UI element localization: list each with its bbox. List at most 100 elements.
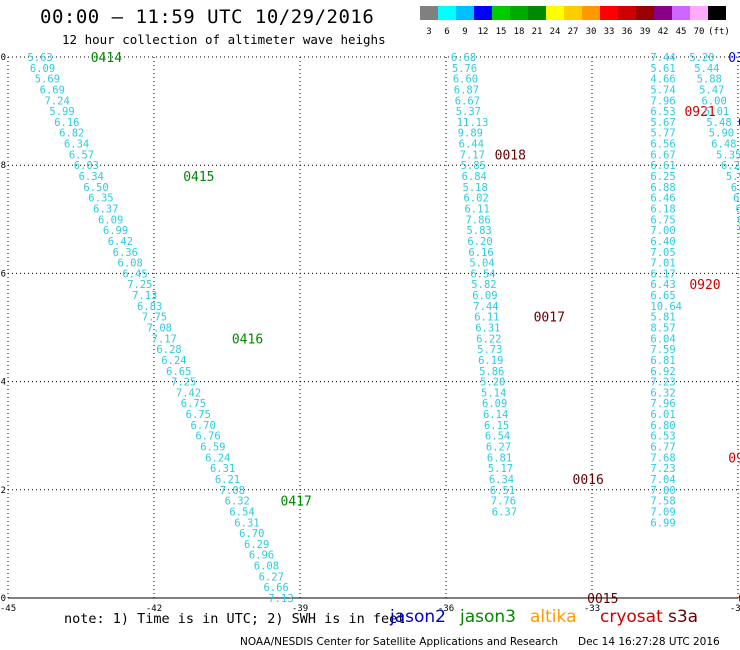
swh-value-label: 6.31 — [210, 463, 235, 475]
legend-jason2: jason2 — [390, 607, 446, 627]
colorbar-label: 42 — [658, 27, 669, 37]
swh-value-label: 6.56 — [650, 139, 675, 151]
colorbar-swatch — [438, 6, 456, 20]
swh-value-label: 6.69 — [40, 84, 65, 96]
swh-value-label: 7.96 — [650, 95, 675, 107]
y-tick-label: 10 — [0, 53, 6, 63]
colorbar-swatch — [654, 6, 672, 20]
pass-time-label: 0016 — [573, 473, 604, 488]
swh-value-label: 6.08 — [118, 258, 143, 270]
y-tick-label: 4 — [1, 378, 6, 388]
x-tick-label: -45 — [0, 604, 16, 614]
swh-value-label: 6.54 — [485, 431, 510, 443]
swh-value-label: 6.44 — [459, 139, 484, 151]
colorbar-label: (ft) — [708, 27, 730, 37]
colorbar-label: 30 — [586, 27, 597, 37]
swh-value-label: 6.70 — [191, 420, 216, 432]
swh-value-label: 7.25 — [171, 377, 196, 389]
swh-value-label: 6.46 — [650, 193, 675, 205]
swh-value-label: 7.00 — [650, 225, 675, 237]
swh-value-label: 6.24 — [161, 355, 186, 367]
swh-value-label: 5.85 — [461, 160, 486, 172]
swh-value-label: 7.44 — [473, 301, 498, 313]
swh-value-label: 6.31 — [234, 517, 259, 529]
swh-value-label: 7.44 — [650, 52, 675, 64]
colorbar-swatch — [420, 6, 438, 20]
colorbar-swatch — [582, 6, 600, 20]
swh-value-label: 6.08 — [731, 182, 740, 194]
swh-value-label: 6.04 — [650, 333, 675, 345]
swh-value-label: 7.08 — [147, 323, 172, 335]
colorbar-swatch — [492, 6, 510, 20]
colorbar-swatch — [690, 6, 708, 20]
swh-value-label: 5.48 — [706, 117, 731, 129]
swh-value-label: 5 — [738, 225, 740, 237]
swh-value-label: 7.08 — [220, 485, 245, 497]
swh-value-label: 6.00 — [702, 95, 727, 107]
swh-value-label: 6.11 — [474, 312, 499, 324]
swh-value-label: 6.34 — [489, 474, 514, 486]
colorbar-label: 70 — [694, 27, 705, 37]
swh-value-label: 7.68 — [650, 452, 675, 464]
swh-value-label: 6.67 — [650, 149, 675, 161]
colorbar-label: 39 — [640, 27, 651, 37]
swh-value-label: 10.64 — [650, 301, 682, 313]
x-tick-label: -30 — [730, 604, 740, 614]
swh-value-label: 5.77 — [650, 128, 675, 140]
swh-value-label: 6.51 — [490, 485, 515, 497]
swh-value-label: 6.27 — [486, 442, 511, 454]
colorbar-label: 18 — [514, 27, 525, 37]
pass-time-label: 0920 — [689, 278, 720, 293]
swh-value-label: 7.17 — [152, 333, 177, 345]
swh-value-label: 6.34 — [79, 171, 104, 183]
pass-time-label: 09 — [738, 592, 740, 607]
swh-value-label: 5.86 — [479, 366, 504, 378]
swh-value-label: 6.81 — [650, 355, 675, 367]
swh-value-label: 7.58 — [650, 496, 675, 508]
swh-value-label: 5.88 — [697, 74, 722, 86]
swh-value-label: 6.14 — [483, 409, 508, 421]
swh-value-label: 7.09 — [650, 506, 675, 518]
swh-value-label: 6.54 — [229, 506, 254, 518]
swh-value-label: 6.28 — [156, 344, 181, 356]
x-tick-label: -39 — [292, 604, 308, 614]
legend-cryosat: cryosat — [600, 607, 663, 627]
swh-value-label: 5.96 — [726, 171, 740, 183]
swh-value-label: 6.09 — [482, 398, 507, 410]
swh-value-label: 6. — [737, 214, 740, 226]
pass-time-label: 0417 — [281, 495, 312, 510]
swh-value-label: 6.60 — [453, 74, 478, 86]
chart-subtitle: 12 hour collection of altimeter wave hei… — [62, 32, 386, 47]
swh-value-label: 6.20 — [467, 236, 492, 248]
swh-value-label: 6.37 — [492, 506, 517, 518]
swh-value-label: 6.53 — [650, 106, 675, 118]
swh-value-label: 6.65 — [650, 290, 675, 302]
swh-value-label: 6.82 — [59, 128, 84, 140]
swh-value-label: 5.63 — [27, 52, 52, 64]
swh-value-label: 6.87 — [454, 84, 479, 96]
pass-time-label: 0017 — [534, 311, 565, 326]
swh-value-label: 7.13 — [268, 593, 293, 605]
swh-value-label: 6.32 — [650, 387, 675, 399]
swh-value-label: 6.35 — [88, 193, 113, 205]
colorbar-label: 12 — [478, 27, 489, 37]
colorbar-label: 33 — [604, 27, 615, 37]
swh-value-label: 6.17 — [650, 268, 675, 280]
colorbar-swatch — [564, 6, 582, 20]
colorbar-label: 15 — [496, 27, 507, 37]
swh-value-label: 5.47 — [699, 84, 724, 96]
swh-value-label: 6.96 — [249, 550, 274, 562]
swh-value-label: 5.04 — [469, 258, 494, 270]
pass-time-label: 091 — [728, 451, 740, 466]
colorbar-swatch — [510, 6, 528, 20]
pass-time-label: 0414 — [91, 51, 122, 66]
swh-value-label: 6.34 — [64, 139, 89, 151]
y-tick-label: 2 — [1, 486, 6, 496]
swh-value-label: 6.81 — [487, 452, 512, 464]
swh-value-label: 7.76 — [491, 496, 516, 508]
swh-value-label: 5.76 — [452, 63, 477, 75]
swh-value-label: 6.66 — [264, 582, 289, 594]
swh-value-label: 5.83 — [466, 225, 491, 237]
swh-value-label: 6.09 — [30, 63, 55, 75]
